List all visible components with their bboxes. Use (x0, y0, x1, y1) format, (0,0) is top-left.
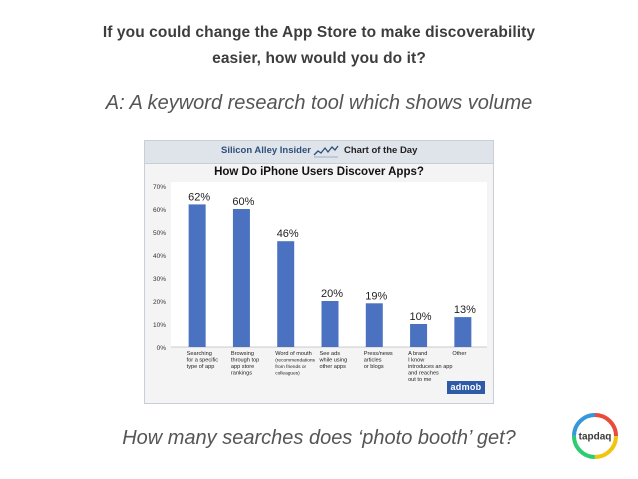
x-category-label: while using (319, 358, 348, 364)
y-tick-label: 20% (153, 299, 166, 306)
x-category-label: app store (231, 364, 254, 370)
logo-text: tapdaq (579, 432, 612, 443)
x-category-label: A brand (408, 351, 427, 357)
trend-sparkline-icon (313, 145, 339, 158)
x-category-label: introduces an app (408, 364, 452, 370)
banner-source: Silicon Alley Insider (221, 145, 311, 156)
bar-value-label: 19% (365, 290, 387, 302)
x-category-label: Word of mouth (275, 351, 312, 357)
x-category-label: out to me (408, 377, 431, 383)
bar (232, 209, 250, 347)
bar-value-label: 10% (410, 311, 432, 323)
question-text: How many searches does ‘photo booth’ get… (122, 427, 516, 449)
bar-value-label: 13% (454, 304, 476, 316)
x-category-label: through top (231, 358, 259, 364)
chart-banner: Silicon Alley Insider Chart of the Day (145, 141, 493, 164)
y-tick-label: 50% (153, 230, 166, 237)
bar (277, 241, 295, 347)
bar-value-label: 20% (321, 288, 343, 300)
y-tick-label: 30% (153, 276, 166, 283)
y-tick-label: 70% (153, 184, 166, 191)
x-category-label: rankings (231, 371, 252, 377)
y-tick-label: 10% (153, 322, 166, 329)
heading-line-2: easier, how would you do it? (212, 50, 426, 67)
x-category-label: Other (452, 351, 466, 357)
bar (321, 301, 339, 347)
y-tick-label: 40% (153, 253, 166, 260)
bar-value-label: 46% (277, 228, 299, 240)
chart-image: Silicon Alley Insider Chart of the Day H… (144, 140, 494, 404)
x-category-label: See ads (320, 351, 341, 357)
x-category-label: Press/news (364, 351, 393, 357)
x-category-label: for a specific (187, 358, 219, 364)
bar (188, 204, 206, 347)
bar-value-label: 62% (188, 191, 210, 203)
bar (410, 324, 428, 347)
heading-line-1: If you could change the App Store to mak… (102, 24, 536, 41)
x-category-label: type of app (187, 364, 215, 370)
admob-logo: admob (447, 381, 485, 394)
x-category-label: and reaches (408, 371, 439, 377)
x-category-label: I know (408, 358, 425, 364)
x-category-label: or blogs (364, 364, 384, 370)
x-category-label: from friends or (275, 364, 306, 370)
x-category-label: colleagues) (275, 371, 300, 377)
x-category-label: Searching (187, 351, 212, 357)
answer-text: A: A keyword research tool which shows v… (105, 92, 533, 114)
bar (365, 303, 383, 347)
banner-chart-of-the-day: Chart of the Day (344, 145, 418, 156)
x-category-label: Browsing (231, 351, 254, 357)
x-category-label: (recommendations (275, 358, 315, 364)
tapdaq-logo: tapdaq (572, 413, 618, 459)
x-category-label: articles (364, 358, 382, 364)
bar (454, 317, 472, 347)
slide-heading: If you could change the App Store to mak… (60, 20, 578, 72)
y-tick-label: 60% (153, 207, 166, 214)
chart-title: How Do iPhone Users Discover Apps? (214, 166, 424, 178)
bar-value-label: 60% (232, 196, 254, 208)
x-category-label: other apps (320, 364, 347, 370)
y-tick-label: 0% (157, 345, 167, 352)
